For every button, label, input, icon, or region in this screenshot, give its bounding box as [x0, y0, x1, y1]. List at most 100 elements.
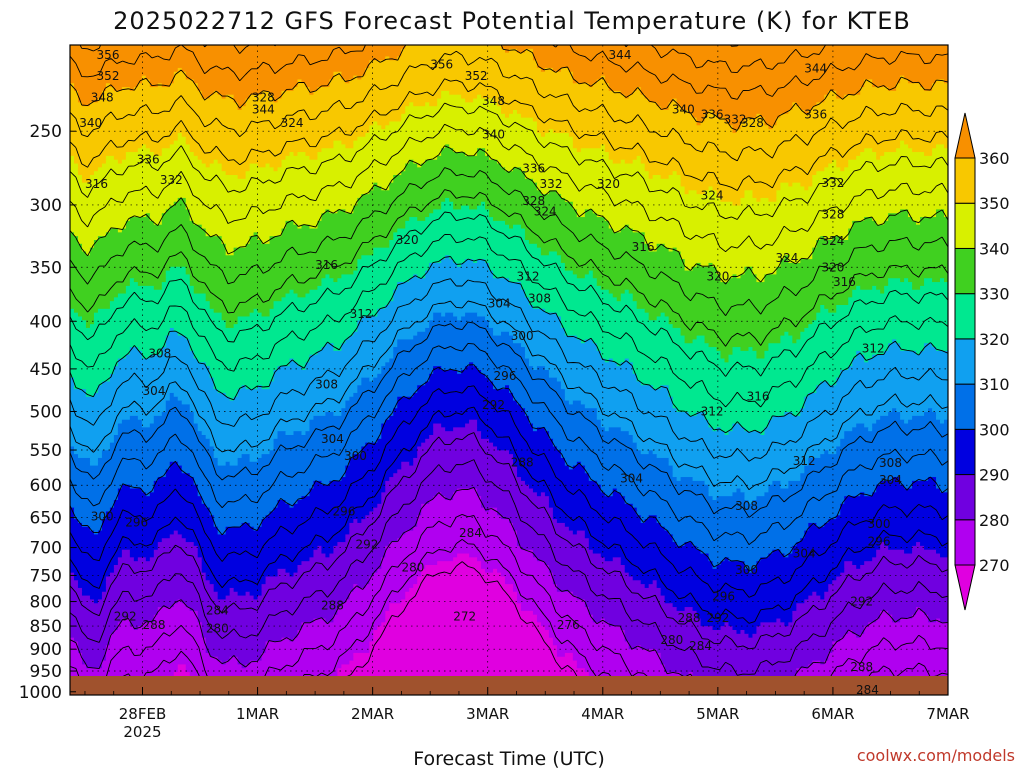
field-cell: [389, 607, 522, 612]
field-cell: [744, 266, 754, 272]
field-cell: [501, 106, 662, 111]
field-cell: [756, 197, 762, 203]
field-cell: [760, 113, 781, 119]
field-cell: [70, 419, 123, 425]
field-cell: [70, 83, 75, 88]
field-cell: [668, 392, 809, 398]
contour-368: [79, 45, 826, 74]
field-cell: [413, 584, 514, 589]
field-cell: [900, 477, 929, 482]
y-tick-label: 400: [30, 312, 62, 332]
field-cell: [636, 377, 837, 383]
field-cell: [788, 182, 793, 188]
field-cell: [672, 469, 805, 474]
field-cell: [485, 148, 578, 153]
field-cell: [70, 259, 358, 264]
field-cell: [353, 652, 558, 658]
field-cell: [425, 274, 494, 279]
field-cell: [93, 171, 227, 176]
field-cell: [149, 217, 163, 222]
field-cell: [70, 473, 167, 478]
field-cell: [700, 262, 710, 268]
field-cell: [70, 312, 79, 318]
field-cell: [413, 526, 514, 532]
field-cell: [201, 561, 303, 566]
field-cell: [237, 591, 247, 597]
field-cell: [892, 618, 901, 623]
field-cell: [429, 324, 490, 329]
field-cell: [213, 90, 219, 96]
field-cell: [205, 297, 283, 302]
field-cell: [588, 538, 674, 543]
field-cell: [70, 503, 115, 509]
field-cell: [876, 152, 885, 157]
field-cell: [724, 431, 730, 436]
field-cell: [70, 98, 79, 103]
field-cell: [309, 423, 382, 428]
field-cell: [70, 572, 75, 578]
field-cell: [884, 220, 917, 226]
field-cell: [357, 327, 426, 333]
field-cell: [453, 312, 466, 318]
field-cell: [221, 236, 251, 241]
field-cell: [732, 423, 742, 428]
field-cell: [393, 347, 526, 352]
field-cell: [341, 603, 390, 608]
field-cell: [584, 599, 666, 604]
contour-label: 340: [482, 127, 505, 141]
field-cell: [281, 90, 311, 96]
field-cell: [317, 545, 323, 551]
field-cell: [201, 557, 311, 562]
field-cell: [193, 477, 342, 482]
field-cell: [752, 633, 845, 639]
field-cell: [808, 110, 948, 115]
field-cell: [784, 331, 789, 337]
field-cell: [628, 645, 638, 650]
contour-label: 312: [517, 269, 540, 283]
field-cell: [105, 87, 115, 92]
field-cell: [149, 79, 175, 84]
colorbar-tick-label: 280: [979, 511, 1010, 530]
field-cell: [341, 274, 414, 279]
field-cell: [369, 64, 538, 69]
field-cell: [489, 262, 566, 268]
field-cell: [149, 213, 163, 218]
field-cell: [844, 496, 948, 501]
field-cell: [564, 262, 686, 268]
contour-364: [70, 45, 948, 100]
field-cell: [564, 266, 686, 272]
field-cell: [277, 366, 303, 371]
field-cell: [736, 630, 742, 635]
credit-text[interactable]: coolwx.com/models: [857, 746, 1015, 765]
field-cell: [808, 392, 948, 398]
field-cell: [70, 492, 119, 497]
field-cell: [884, 285, 913, 291]
field-cell: [329, 274, 342, 279]
field-cell: [70, 140, 175, 146]
field-cell: [624, 500, 750, 505]
field-cell: [201, 626, 303, 631]
field-cell: [704, 339, 781, 344]
field-cell: [888, 217, 913, 222]
field-cell: [70, 664, 87, 669]
field-cell: [217, 159, 283, 165]
field-cell: [293, 152, 299, 157]
field-cell: [780, 484, 789, 490]
contour-label: 336: [522, 161, 545, 175]
field-cell: [668, 389, 817, 394]
field-cell: [461, 316, 486, 321]
field-cell: [732, 347, 742, 352]
field-cell: [313, 90, 442, 96]
field-cell: [153, 415, 195, 421]
field-cell: [840, 167, 845, 172]
field-cell: [576, 461, 582, 467]
field-cell: [193, 289, 291, 295]
field-cell: [105, 580, 211, 585]
field-cell: [113, 438, 211, 444]
field-cell: [70, 270, 167, 276]
field-cell: [381, 366, 434, 371]
field-cell: [253, 595, 259, 601]
field-cell: [824, 305, 837, 310]
field-cell: [816, 316, 948, 321]
field-cell: [608, 427, 622, 432]
